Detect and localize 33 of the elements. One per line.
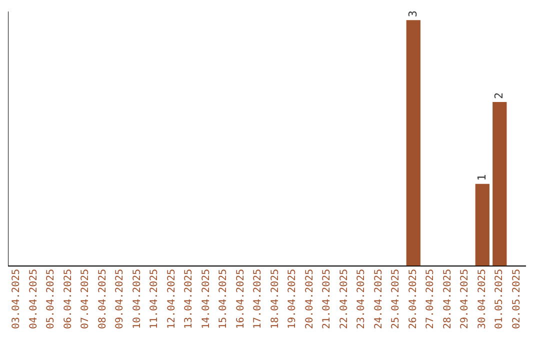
x-tick-label: 16.04.2025 bbox=[235, 268, 246, 330]
x-tick-label: 07.04.2025 bbox=[80, 268, 92, 330]
x-tick-label: 03.04.2025 bbox=[11, 268, 22, 330]
x-tick-label: 04.04.2025 bbox=[28, 268, 40, 330]
x-tick-label: 21.04.2025 bbox=[322, 268, 333, 330]
x-tick-label: 24.04.2025 bbox=[373, 268, 384, 330]
data-label: 2 bbox=[492, 92, 506, 100]
x-tick-label: 27.04.2025 bbox=[425, 268, 436, 330]
x-tick-label: 20.04.2025 bbox=[304, 268, 316, 330]
x-tick-label: 17.04.2025 bbox=[252, 268, 264, 330]
x-tick-label: 18.04.2025 bbox=[270, 268, 281, 330]
x-tick-label: 15.04.2025 bbox=[218, 268, 230, 330]
x-tick-label: 06.04.2025 bbox=[62, 268, 74, 330]
x-tick-label: 09.04.2025 bbox=[114, 268, 126, 330]
x-tick-label: 02.05.2025 bbox=[511, 268, 522, 330]
data-label: 1 bbox=[475, 174, 488, 181]
x-tick-label: 14.04.2025 bbox=[200, 268, 212, 330]
x-tick-label: 13.04.2025 bbox=[184, 268, 195, 330]
x-tick-label: 05.04.2025 bbox=[46, 268, 57, 330]
x-tick-label: 28.04.2025 bbox=[442, 268, 454, 330]
x-tick-label: 26.04.2025 bbox=[408, 268, 419, 330]
x-tick-label: 23.04.2025 bbox=[356, 268, 368, 330]
data-label: 3 bbox=[406, 10, 420, 18]
x-tick-label: 08.04.2025 bbox=[97, 268, 108, 330]
x-tick-label: 12.04.2025 bbox=[166, 268, 178, 330]
x-tick-label: 11.04.2025 bbox=[149, 268, 160, 330]
x-tick-label: 22.04.2025 bbox=[338, 268, 350, 330]
x-tick-label: 01.05.2025 bbox=[494, 268, 506, 330]
x-tick-label: 19.04.2025 bbox=[287, 268, 298, 330]
x-tick-label: 29.04.2025 bbox=[460, 268, 471, 330]
x-tick-label: 30.04.2025 bbox=[476, 268, 488, 330]
x-tick-label: 25.04.2025 bbox=[390, 268, 402, 330]
x-tick-label: 10.04.2025 bbox=[132, 268, 143, 330]
